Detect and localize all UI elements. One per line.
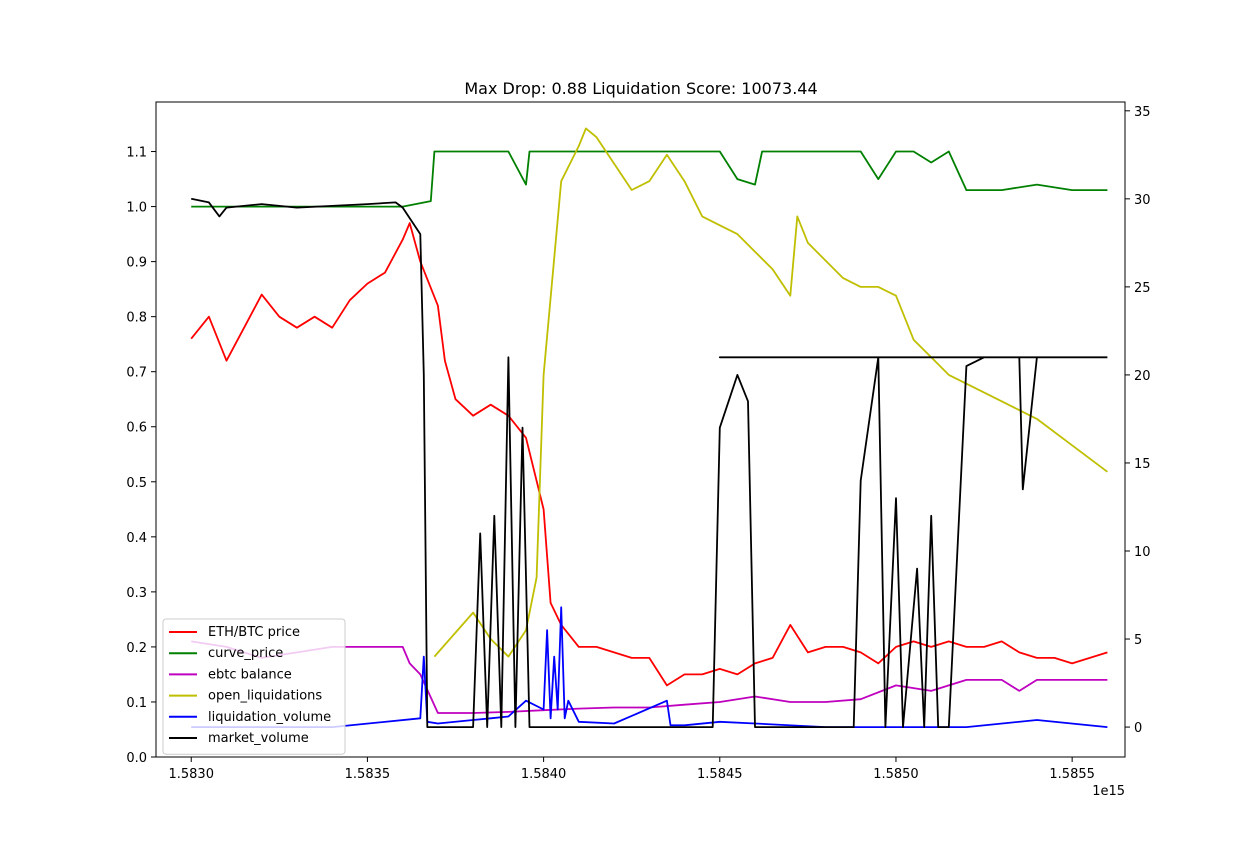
legend-label-0: ETH/BTC price (208, 625, 300, 640)
x-tick-label-1: 1.5835 (345, 767, 391, 782)
legend-label-4: liquidation_volume (208, 710, 331, 725)
y-tick-label-right-1: 5 (1134, 633, 1142, 648)
y-tick-label-right-6: 30 (1134, 193, 1151, 208)
y-tick-label-right-7: 35 (1134, 105, 1151, 120)
axes-frame (155, 101, 1126, 758)
series-line-5 (191, 197, 1108, 728)
series-line-1 (191, 150, 1108, 208)
x-offset-label: 1e15 (1092, 784, 1125, 799)
legend-label-1: curve_price (208, 646, 283, 661)
y-tick-label-right-3: 15 (1134, 457, 1151, 472)
y-tick-label-left-1: 0.1 (126, 696, 147, 711)
y-tick-label-right-2: 10 (1134, 545, 1151, 560)
plot-area (190, 127, 1108, 728)
y-tick-label-right-4: 20 (1134, 369, 1151, 384)
y-tick-label-right-0: 0 (1134, 721, 1142, 736)
x-tick-label-0: 1.5830 (168, 767, 214, 782)
x-tick-label-2: 1.5840 (521, 767, 567, 782)
y-tick-label-left-7: 0.7 (126, 366, 147, 381)
y-tick-label-left-6: 0.6 (126, 421, 147, 436)
series-line-2 (191, 640, 1108, 714)
series-line-0 (190, 222, 1108, 687)
y-tick-label-left-10: 1.0 (126, 201, 147, 216)
y-tick-label-right-5: 25 (1134, 281, 1151, 296)
legend-box (162, 618, 346, 755)
y-tick-label-left-9: 0.9 (126, 256, 147, 271)
y-tick-label-left-2: 0.2 (126, 641, 147, 656)
legend-label-3: open_liquidations (208, 689, 322, 704)
y-tick-label-left-4: 0.4 (126, 531, 147, 546)
y-tick-label-left-8: 0.8 (126, 311, 147, 326)
x-tick-label-4: 1.5850 (873, 767, 919, 782)
chart-title: Max Drop: 0.88 Liquidation Score: 10073.… (464, 79, 817, 98)
x-tick-label-5: 1.5855 (1049, 767, 1095, 782)
y-tick-label-left-11: 1.1 (126, 146, 147, 161)
y-tick-label-left-5: 0.5 (126, 476, 147, 491)
y-tick-label-left-0: 0.0 (126, 751, 147, 766)
legend-label-2: ebtc balance (208, 667, 292, 682)
x-tick-label-3: 1.5845 (697, 767, 743, 782)
axes: 1.5830 1.5835 1.5840 1.5845 1.5850 1.5855 0.0 0… (126, 101, 1151, 782)
y-tick-label-left-3: 0.3 (126, 586, 147, 601)
legend-label-5: market_volume (208, 731, 309, 746)
